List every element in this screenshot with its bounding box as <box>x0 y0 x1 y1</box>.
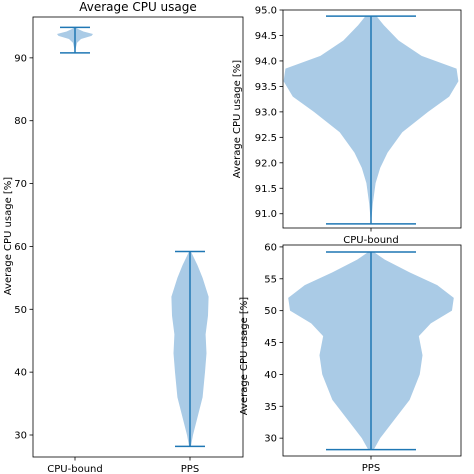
y-tick-label: 45 <box>264 338 277 349</box>
y-tick-label: 50 <box>264 306 277 317</box>
chart-bottom-right-pps: Average CPU usage [%] 30 35 40 45 50 55 60 PPS <box>239 242 462 474</box>
y-tick-label: 55 <box>264 274 277 285</box>
y-tick-label: 35 <box>264 402 277 413</box>
y-tick-label: 60 <box>264 242 277 253</box>
y-axis-label: Average CPU usage [%] <box>239 297 250 416</box>
y-tick-label: 94.0 <box>255 56 277 67</box>
y-tick-label: 40 <box>14 368 27 379</box>
y-tick-label: 60 <box>14 242 27 253</box>
y-tick-label: 92.0 <box>255 158 277 169</box>
plot-frame <box>282 9 462 229</box>
y-tick-label: 93.5 <box>255 82 277 93</box>
plot-frame <box>282 244 462 457</box>
y-tick-label: 94.5 <box>255 31 277 42</box>
chart-title: Average CPU usage <box>79 0 197 14</box>
y-axis-label: Average CPU usage [%] <box>232 60 243 179</box>
y-tick-label: 92.5 <box>255 133 277 144</box>
x-tick-label-pps: PPS <box>362 463 380 474</box>
plot-frame <box>32 16 244 458</box>
y-tick-label: 95.0 <box>255 6 277 17</box>
y-tick-label: 30 <box>264 434 277 445</box>
y-tick-label: 30 <box>14 431 27 442</box>
y-tick-label: 70 <box>14 179 27 190</box>
x-tick-label-cpu-bound: CPU-bound <box>47 464 102 474</box>
y-tick-label: 90 <box>14 53 27 64</box>
y-tick-label: 50 <box>14 305 27 316</box>
y-tick-label: 91.5 <box>255 184 277 195</box>
y-tick-label: 93.0 <box>255 107 277 118</box>
x-tick-label-pps: PPS <box>181 464 199 474</box>
chart-left-all-categories: Average CPU usage Average CPU usage [%] … <box>3 0 244 474</box>
y-tick-label: 91.0 <box>255 209 277 220</box>
y-tick-label: 40 <box>264 370 277 381</box>
chart-top-right-cpu-bound: Average CPU usage [%] 91.0 91.5 92.0 92.5 93… <box>232 6 462 246</box>
x-tick-label-cpu-bound: CPU-bound <box>343 235 398 246</box>
y-axis-label: Average CPU usage [%] <box>3 177 14 296</box>
y-tick-label: 80 <box>14 116 27 127</box>
